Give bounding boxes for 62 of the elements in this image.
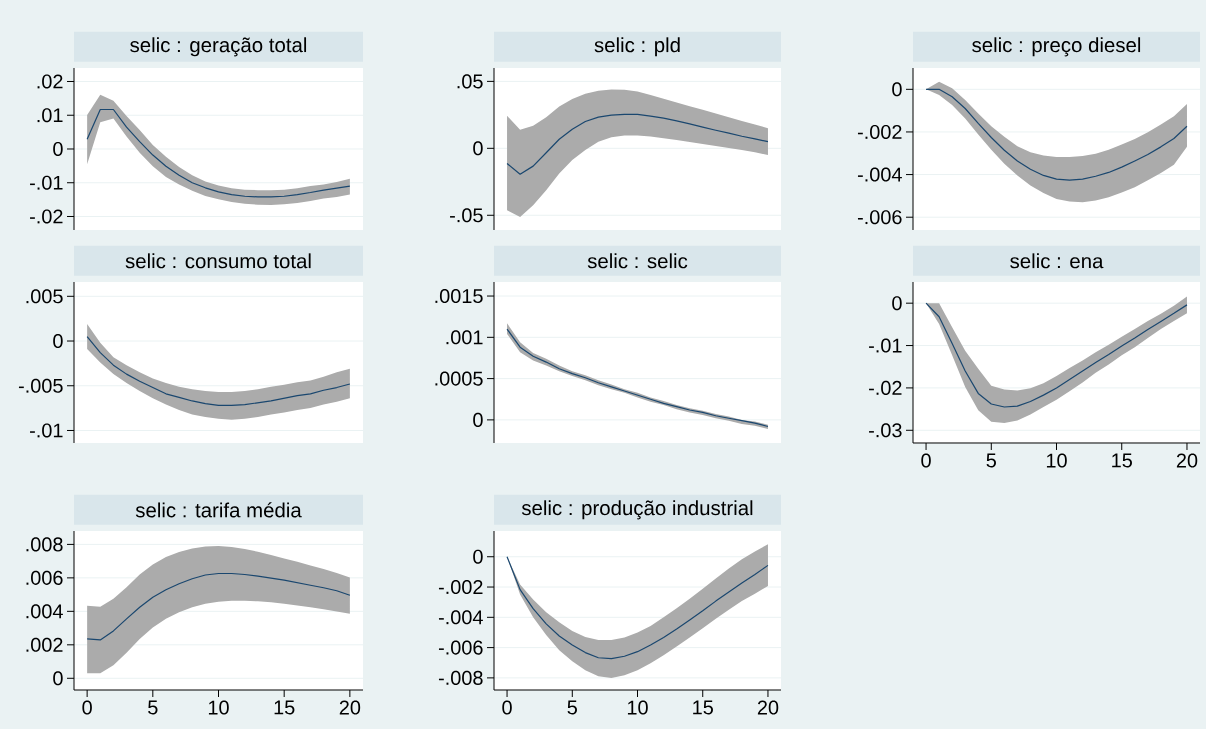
x-tick-label: 15 xyxy=(693,700,713,715)
line-series xyxy=(925,302,1188,408)
x-tick-label: 15 xyxy=(274,700,295,715)
y-tick-label: -.01 xyxy=(869,338,902,353)
x-tick-label: 20 xyxy=(1176,453,1198,468)
y-tick-label: -.005 xyxy=(18,378,63,393)
y-tick-label: 0 xyxy=(473,549,483,564)
chart-title: selic : geração total xyxy=(130,37,307,57)
x-tick-label: 5 xyxy=(986,453,996,468)
x-tick-label: 10 xyxy=(1046,453,1067,468)
chart-title: selic : selic xyxy=(587,253,688,269)
y-tick-label: .004 xyxy=(26,604,63,619)
y-tick-label: -.002 xyxy=(857,124,902,139)
y-tick-label: -.006 xyxy=(857,210,902,225)
y-tick-label: .01 xyxy=(37,108,63,123)
x-tick-label: 5 xyxy=(567,700,577,715)
y-tick-label: -.03 xyxy=(869,423,902,438)
chart-title: selic : preço diesel xyxy=(972,37,1141,57)
y-tick-label: .005 xyxy=(26,289,63,304)
x-tick-label: 5 xyxy=(148,700,158,715)
y-tick-label: -.01 xyxy=(30,423,63,438)
x-tick-label: 0 xyxy=(921,453,931,468)
y-tick-label: .02 xyxy=(37,74,63,89)
line-series xyxy=(925,88,1188,181)
y-tick-label: -.01 xyxy=(30,175,63,190)
x-tick-label: 10 xyxy=(627,700,648,715)
x-tick-label: 15 xyxy=(1112,453,1132,468)
x-tick-label: 20 xyxy=(757,700,779,715)
x-tick-label: 20 xyxy=(339,700,361,715)
y-tick-label: .002 xyxy=(26,637,63,652)
y-tick-label: 0 xyxy=(53,141,63,157)
y-tick-label: -.002 xyxy=(438,579,483,595)
y-tick-label: .008 xyxy=(26,537,63,552)
y-tick-label: -.004 xyxy=(438,610,483,625)
chart-title: selic : tarifa média xyxy=(135,502,302,518)
line-series xyxy=(86,108,351,198)
y-tick-label: 0 xyxy=(53,671,63,686)
y-tick-label: .0015 xyxy=(435,288,483,304)
line-series xyxy=(506,113,769,175)
y-tick-label: 0 xyxy=(892,82,902,97)
x-tick-label: 0 xyxy=(82,700,92,715)
y-tick-label: -.02 xyxy=(869,380,902,395)
line-series xyxy=(506,556,769,660)
y-tick-label: 0 xyxy=(53,333,63,349)
chart-title: selic : pld xyxy=(594,37,680,57)
y-tick-label: .001 xyxy=(446,330,483,345)
y-tick-label: -.02 xyxy=(30,209,63,224)
y-tick-label: -.006 xyxy=(438,640,483,655)
x-tick-label: 10 xyxy=(208,700,229,715)
y-tick-label: 0 xyxy=(892,296,902,311)
y-tick-label: 0 xyxy=(473,412,483,427)
chart-title: selic : produção industrial xyxy=(521,500,753,520)
x-tick-label: 0 xyxy=(502,700,512,715)
chart-title: selic : ena xyxy=(1010,253,1104,269)
y-tick-label: 0 xyxy=(473,141,483,156)
y-tick-label: .006 xyxy=(26,570,63,585)
y-tick-label: .0005 xyxy=(435,371,483,386)
chart-title: selic : consumo total xyxy=(125,253,311,269)
y-tick-label: .05 xyxy=(457,74,483,89)
y-tick-label: -.004 xyxy=(857,167,902,182)
y-tick-label: -.05 xyxy=(450,208,483,223)
y-tick-label: -.008 xyxy=(438,670,483,685)
